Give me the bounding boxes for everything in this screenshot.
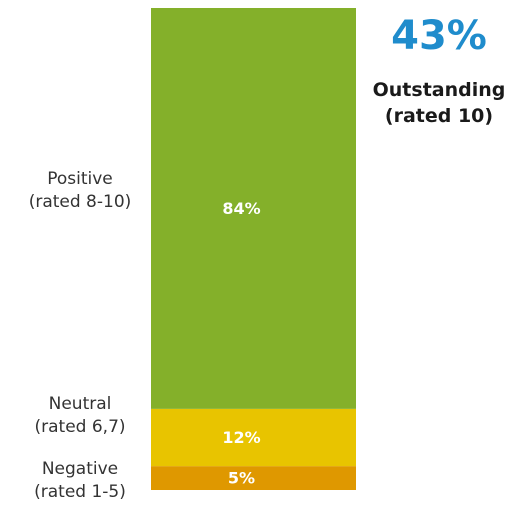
headline-label: Outstanding (rated 10) [355,77,518,129]
category-label-negative-line2: (rated 1-5) [34,482,126,502]
headline-label-line1: Outstanding [372,79,506,101]
category-label-positive-line2: (rated 8-10) [28,192,132,212]
data-label-neutral: 12% [222,428,260,447]
category-label-neutral-line2: (rated 6,7) [34,417,126,437]
category-label-neutral: Neutral (rated 6,7) [5,393,155,439]
category-label-negative-line1: Negative [41,459,119,479]
category-label-positive: Positive (rated 8-10) [5,168,155,214]
category-label-positive-line1: Positive [47,169,113,189]
data-label-positive: 84% [222,199,260,218]
data-label-negative: 5% [228,469,255,488]
headline-label-line2: (rated 10) [384,105,494,127]
category-label-neutral-line1: Neutral [48,394,112,414]
bar-segment-negative [151,466,356,490]
bar-segment-neutral [151,408,356,467]
category-label-negative: Negative (rated 1-5) [5,458,155,504]
bar-segment-positive [151,8,356,409]
headline-value: 43% [391,13,487,59]
